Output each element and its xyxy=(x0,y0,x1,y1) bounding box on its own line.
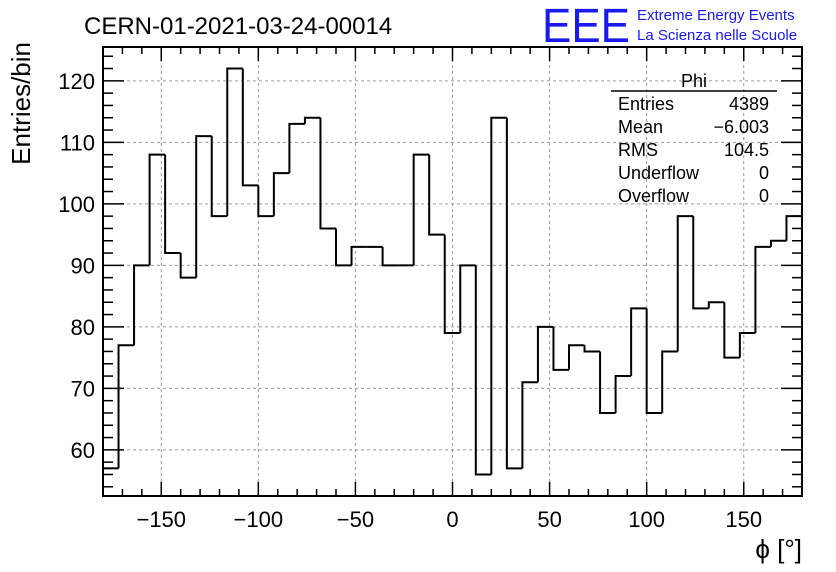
run-title: CERN-01-2021-03-24-00014 xyxy=(84,13,392,40)
histogram-bin xyxy=(568,344,585,370)
histogram-bin xyxy=(521,381,538,469)
stats-row-label: Overflow xyxy=(618,186,690,206)
histogram-bin xyxy=(738,332,756,358)
histogram-bin xyxy=(614,375,632,413)
grid xyxy=(103,47,802,496)
stats-row-value: 0 xyxy=(759,186,769,206)
stats-row-value: −6.003 xyxy=(713,117,769,137)
y-axis-label: Entries/bin xyxy=(6,42,36,165)
eee-logo: EEE Extreme Energy Events La Scienza nel… xyxy=(542,0,797,53)
x-tick-label: 100 xyxy=(628,507,665,532)
histogram-bin xyxy=(505,117,523,470)
x-tick-label: 50 xyxy=(537,507,561,532)
x-tick-label: −150 xyxy=(136,507,186,532)
histogram-bin xyxy=(179,253,197,279)
histogram-bin xyxy=(272,172,290,217)
histogram-bin xyxy=(692,216,709,310)
histogram-bin xyxy=(599,351,616,414)
stats-box: Phi Entries 4389 Mean −6.003 RMS 104.5 Underfl… xyxy=(611,71,777,206)
stats-title: Phi xyxy=(681,71,707,91)
y-tick-label: 90 xyxy=(71,253,95,278)
x-tick-label: −50 xyxy=(337,507,374,532)
histogram-bin xyxy=(412,153,430,266)
logo-line-1: Extreme Energy Events xyxy=(637,7,795,24)
stats-row-label: Entries xyxy=(618,94,674,114)
histogram-bin xyxy=(226,67,243,217)
histogram-bin xyxy=(676,215,694,352)
y-tick-label: 110 xyxy=(60,130,95,155)
histogram-line-group xyxy=(103,67,802,476)
stats-row-label: Underflow xyxy=(618,163,700,183)
logo-line-2: La Scienza nelle Scuole xyxy=(637,27,797,44)
histogram-bin xyxy=(723,302,740,359)
histogram-bin xyxy=(459,264,476,334)
histogram-bin xyxy=(474,265,492,476)
x-tick-label: 150 xyxy=(725,507,762,532)
histogram-bin xyxy=(148,153,166,266)
y-tick-label: 80 xyxy=(71,315,95,340)
y-tick-label: 60 xyxy=(71,438,95,463)
x-tick-label: −100 xyxy=(234,507,284,532)
histogram-bin xyxy=(583,345,601,353)
histogram-bin xyxy=(350,245,368,266)
histogram-bin xyxy=(241,68,259,187)
histogram-bin xyxy=(428,154,445,236)
histogram-bin xyxy=(381,246,399,267)
histogram-bin xyxy=(319,117,336,230)
histogram-bin xyxy=(164,154,181,255)
histogram-bin xyxy=(552,326,569,371)
histogram-bin xyxy=(536,325,554,383)
stats-rows: Entries 4389 Mean −6.003 RMS 104.5 Underflow 0 O… xyxy=(618,94,769,206)
x-tick-label: 0 xyxy=(446,507,458,532)
histogram-bin xyxy=(630,307,647,377)
histogram-bin xyxy=(288,122,305,174)
histogram-bin xyxy=(769,239,787,247)
histogram-bin xyxy=(117,344,135,469)
histogram-bin xyxy=(661,350,678,413)
histogram-bin xyxy=(195,135,212,278)
x-tick-labels: −150 −100 −50 0 50 100 150 xyxy=(136,507,762,532)
x-axis-label: ϕ [°] xyxy=(755,534,802,564)
histogram-bin xyxy=(257,185,274,218)
axis-ticks xyxy=(103,47,802,496)
histogram-bin xyxy=(645,308,663,414)
stats-row-value: 0 xyxy=(759,163,769,183)
stats-row-label: RMS xyxy=(618,140,658,160)
histogram-bin xyxy=(707,301,725,309)
histogram-bin xyxy=(754,245,771,334)
y-tick-label: 120 xyxy=(58,69,95,94)
histogram-bin xyxy=(210,136,228,218)
histogram-bin xyxy=(490,116,507,475)
y-tick-label: 70 xyxy=(71,376,95,401)
histogram-bin xyxy=(335,228,352,267)
y-tick-label: 100 xyxy=(58,192,95,217)
stats-row-value: 104.5 xyxy=(724,140,769,160)
histogram-bin xyxy=(303,116,321,124)
histogram-bin xyxy=(443,234,461,335)
logo-text: EEE xyxy=(542,0,630,53)
histogram-bin xyxy=(133,264,150,346)
stats-row-value: 4389 xyxy=(729,94,769,114)
y-tick-labels: 60 70 80 90 100 110 120 xyxy=(58,69,95,463)
stats-row-label: Mean xyxy=(618,117,663,137)
